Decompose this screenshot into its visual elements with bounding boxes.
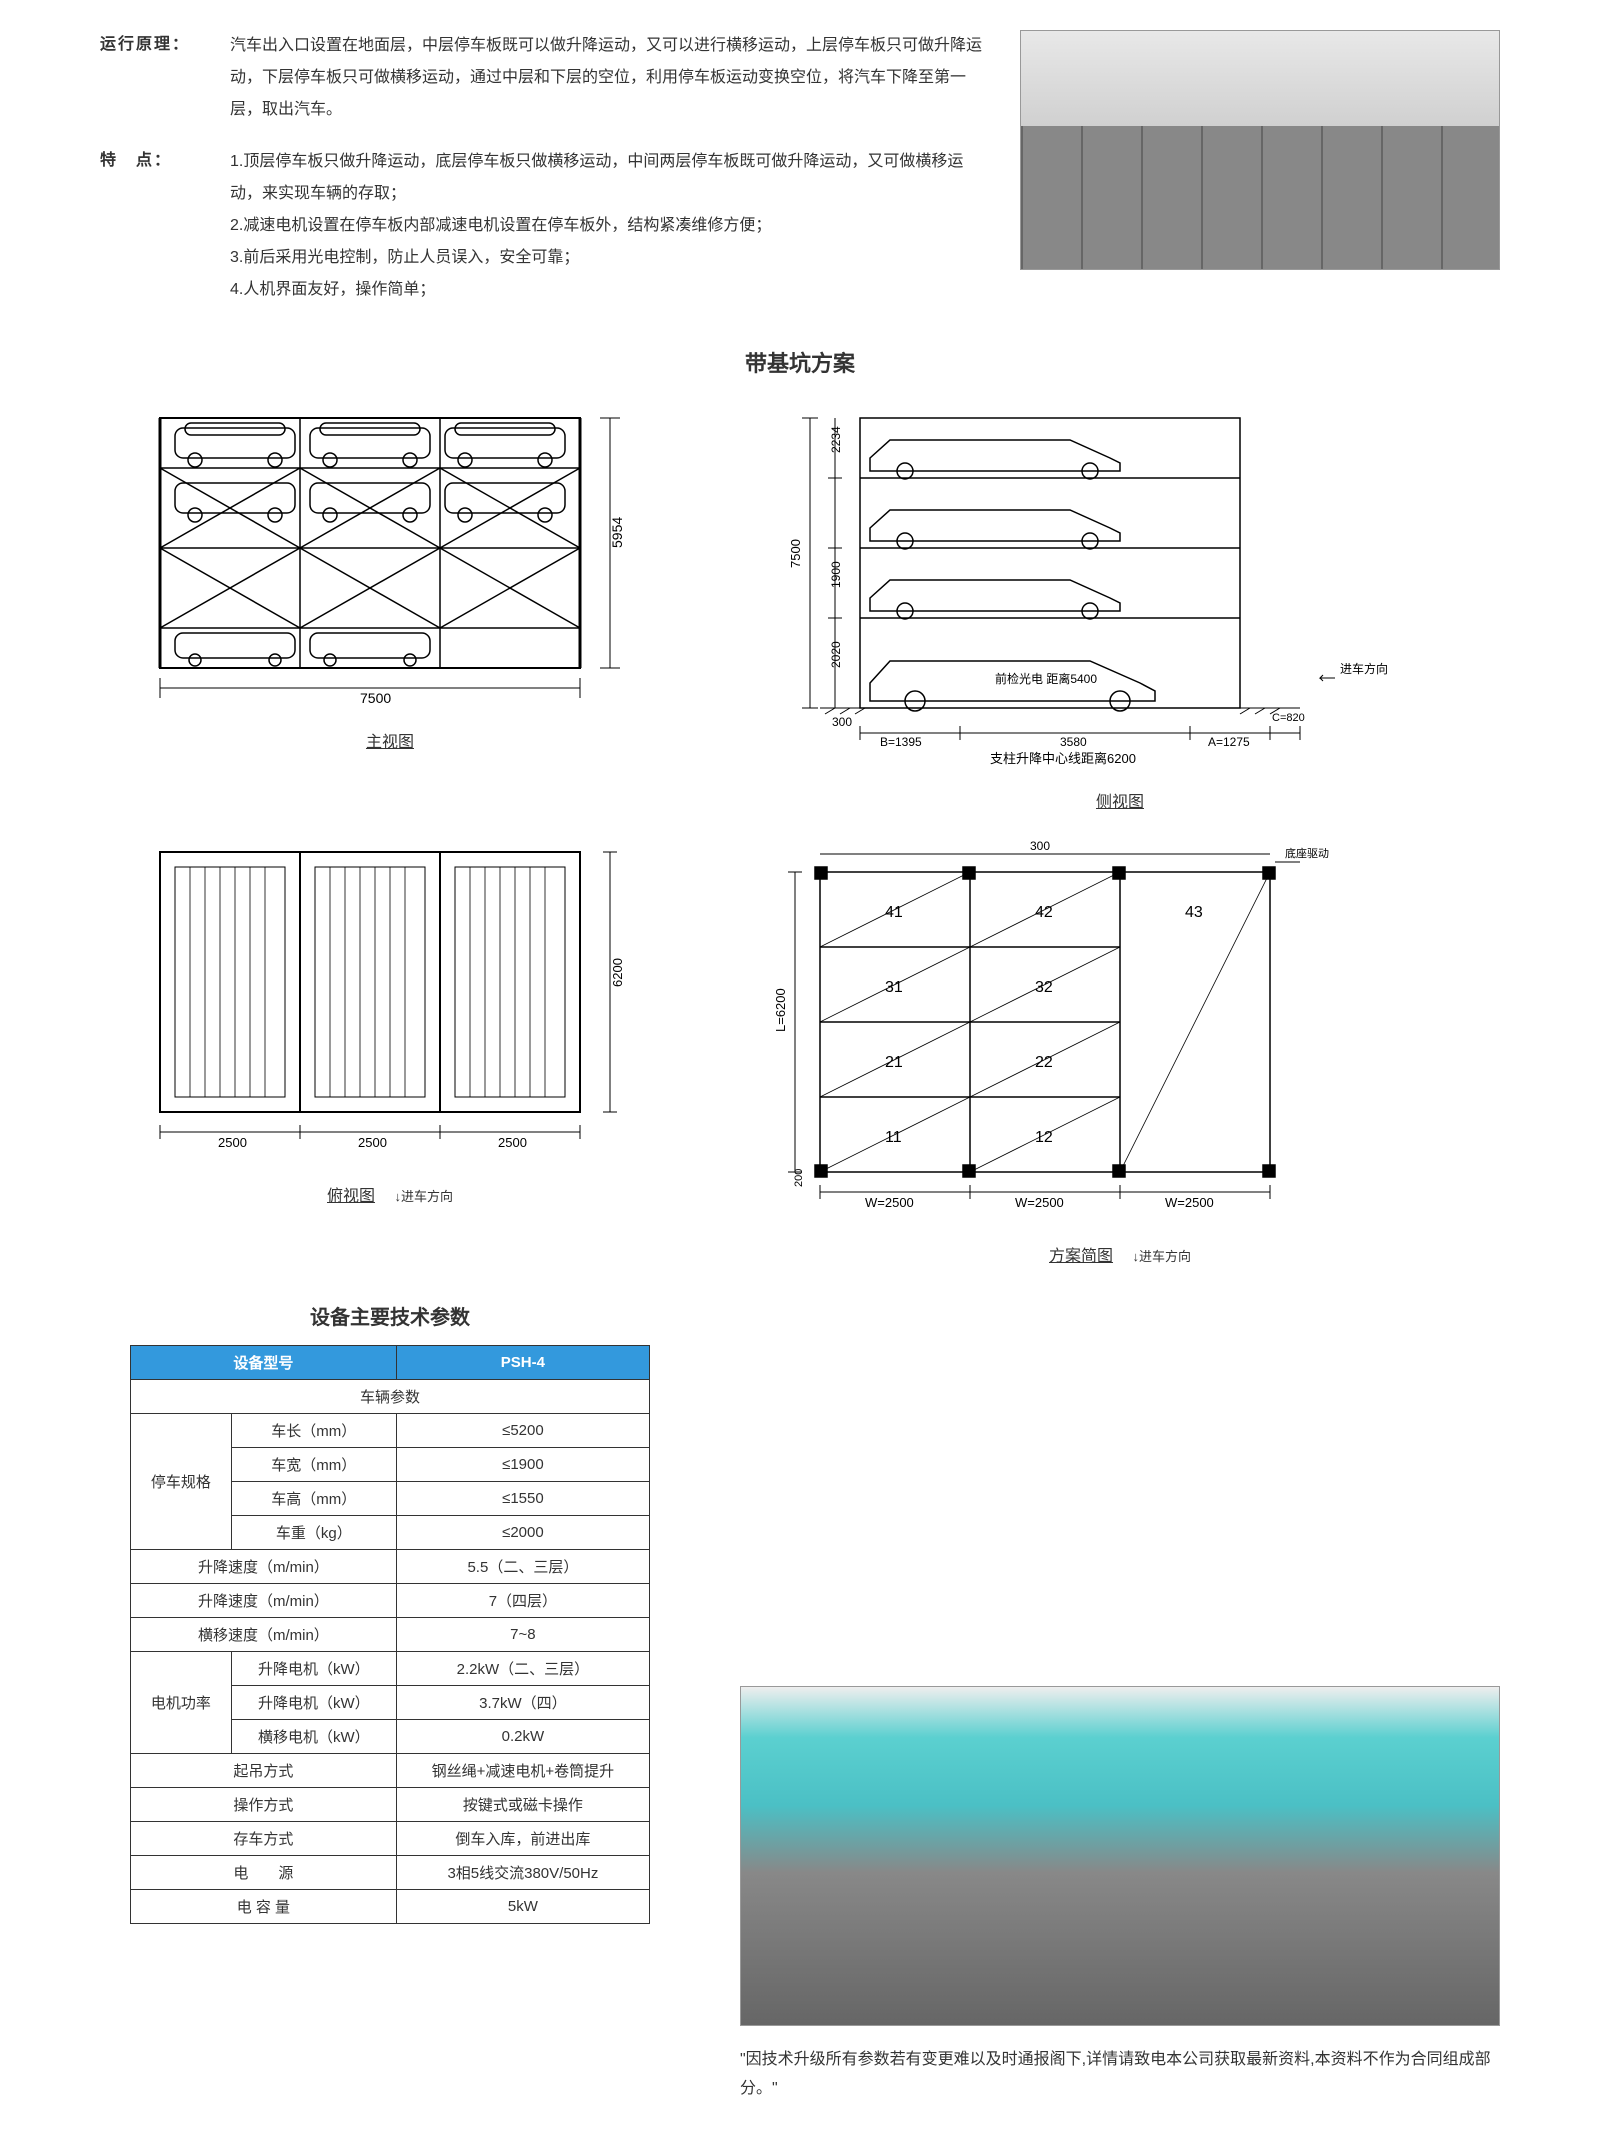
- top-view-container: 2500 2500 2500 6200 俯视图 ↓进车方向: [100, 832, 680, 1266]
- feature-4: 4.人机界面友好，操作简单；: [230, 274, 990, 306]
- top-view-caption-row: 俯视图 ↓进车方向: [100, 1182, 680, 1206]
- svg-text:2500: 2500: [358, 1135, 387, 1150]
- feature-2: 2.减速电机设置在停车板内部减速电机设置在停车板外，结构紧凑维修方便；: [230, 210, 990, 242]
- svg-text:3580: 3580: [1060, 735, 1087, 749]
- svg-text:B=1395: B=1395: [880, 735, 922, 749]
- table-title: 设备主要技术参数: [100, 1301, 680, 1330]
- spec-table: 设备型号 PSH-4 车辆参数 停车规格 车长（mm）≤5200 车宽（mm）≤…: [130, 1345, 650, 1924]
- diagrams-row-1: 7500 5954 主视图: [100, 398, 1500, 812]
- svg-text:31: 31: [885, 979, 903, 996]
- features-label: 特 点：: [100, 146, 230, 306]
- front-view-container: 7500 5954 主视图: [100, 398, 680, 812]
- spec-table-container: 设备主要技术参数 设备型号 PSH-4 车辆参数 停车规格 车长（mm）≤520…: [100, 1286, 680, 1924]
- svg-text:前检光电 距离5400: 前检光电 距离5400: [995, 671, 1097, 686]
- diagrams-row-2: 2500 2500 2500 6200 俯视图 ↓进车方向: [100, 832, 1500, 1266]
- motor-label: 电机功率: [131, 1652, 232, 1754]
- plan-view-container: 41 42 43 31 32 21 22 11 12 W=2500 W=2500 W=25…: [740, 832, 1500, 1266]
- plan-caption: 方案简图: [1049, 1248, 1113, 1265]
- svg-text:21: 21: [885, 1054, 903, 1071]
- plan-view-diagram: 41 42 43 31 32 21 22 11 12 W=2500 W=2500 W=25…: [740, 832, 1500, 1232]
- header-area: 运行原理： 汽车出入口设置在地面层，中层停车板既可以做升降运动，又可以进行横移运…: [100, 30, 1500, 326]
- svg-text:C=820: C=820: [1272, 712, 1305, 724]
- svg-text:2500: 2500: [498, 1135, 527, 1150]
- svg-text:22: 22: [1035, 1054, 1053, 1071]
- th-model: 设备型号: [131, 1346, 397, 1380]
- th-value: PSH-4: [396, 1346, 649, 1380]
- svg-text:300: 300: [1030, 839, 1050, 853]
- svg-text:42: 42: [1035, 904, 1053, 921]
- svg-text:W=2500: W=2500: [1015, 1195, 1064, 1210]
- svg-text:41: 41: [885, 904, 903, 921]
- svg-text:6200: 6200: [610, 958, 625, 987]
- svg-text:12: 12: [1035, 1129, 1053, 1146]
- table-header-row: 设备型号 PSH-4: [131, 1346, 650, 1380]
- front-height-dim: 5954: [609, 517, 625, 548]
- svg-text:11: 11: [885, 1129, 902, 1146]
- svg-text:W=2500: W=2500: [1165, 1195, 1214, 1210]
- scheme-title: 带基坑方案: [100, 346, 1500, 378]
- photo-area: [1020, 30, 1500, 326]
- principle-label: 运行原理：: [100, 30, 230, 126]
- parking-photo-2: [740, 1686, 1500, 2026]
- side-view-container: 7500 2234 1900 2020 300 B=1395 3580 A=12…: [740, 398, 1500, 812]
- feature-3: 3.前后采用光电控制，防止人员误入，安全可靠；: [230, 242, 990, 274]
- svg-text:7500: 7500: [788, 539, 803, 568]
- svg-text:底座驱动: 底座驱动: [1285, 846, 1329, 860]
- svg-text:2020: 2020: [829, 641, 843, 668]
- vehicle-params-label: 车辆参数: [131, 1380, 650, 1414]
- principle-section: 运行原理： 汽车出入口设置在地面层，中层停车板既可以做升降运动，又可以进行横移运…: [100, 30, 990, 126]
- feature-1: 1.顶层停车板只做升降运动，底层停车板只做横移运动，中间两层停车板既可做升降运动…: [230, 146, 990, 210]
- principle-body: 汽车出入口设置在地面层，中层停车板既可以做升降运动，又可以进行横移运动，上层停车…: [230, 30, 990, 126]
- svg-text:W=2500: W=2500: [865, 1195, 914, 1210]
- svg-text:43: 43: [1185, 904, 1203, 921]
- parking-spec-label: 停车规格: [131, 1414, 232, 1550]
- direction-2: ↓进车方向: [1132, 1249, 1191, 1264]
- front-width-dim: 7500: [360, 690, 391, 706]
- plan-caption-row: 方案简图 ↓进车方向: [740, 1242, 1500, 1266]
- svg-text:200: 200: [793, 1169, 805, 1187]
- svg-text:A=1275: A=1275: [1208, 735, 1250, 749]
- svg-text:2234: 2234: [829, 426, 843, 453]
- text-content: 运行原理： 汽车出入口设置在地面层，中层停车板既可以做升降运动，又可以进行横移运…: [100, 30, 990, 326]
- svg-text:进车方向: 进车方向: [1340, 661, 1388, 676]
- side-view-caption: 侧视图: [740, 788, 1500, 812]
- footnote: "因技术升级所有参数若有变更难以及时通报阁下,详情请致电本公司获取最新资料,本资…: [740, 2046, 1500, 2104]
- lower-area: 设备主要技术参数 设备型号 PSH-4 车辆参数 停车规格 车长（mm）≤520…: [100, 1286, 1500, 2104]
- svg-text:2500: 2500: [218, 1135, 247, 1150]
- features-body: 1.顶层停车板只做升降运动，底层停车板只做横移运动，中间两层停车板既可做升降运动…: [230, 146, 990, 306]
- svg-text:L=6200: L=6200: [773, 988, 788, 1032]
- parking-photo-1: [1020, 30, 1500, 270]
- side-view-diagram: 7500 2234 1900 2020 300 B=1395 3580 A=12…: [740, 398, 1500, 778]
- svg-text:支柱升降中心线距离6200: 支柱升降中心线距离6200: [990, 751, 1136, 766]
- front-view-caption: 主视图: [100, 728, 680, 752]
- top-view-diagram: 2500 2500 2500 6200: [100, 832, 680, 1172]
- lower-right: "因技术升级所有参数若有变更难以及时通报阁下,详情请致电本公司获取最新资料,本资…: [740, 1286, 1500, 2104]
- svg-text:1900: 1900: [829, 561, 843, 588]
- svg-text:300: 300: [832, 715, 852, 729]
- top-view-caption: 俯视图: [327, 1188, 375, 1205]
- front-view-diagram: 7500 5954: [100, 398, 680, 718]
- direction-1: ↓进车方向: [394, 1189, 453, 1204]
- features-section: 特 点： 1.顶层停车板只做升降运动，底层停车板只做横移运动，中间两层停车板既可…: [100, 146, 990, 306]
- svg-text:32: 32: [1035, 979, 1053, 996]
